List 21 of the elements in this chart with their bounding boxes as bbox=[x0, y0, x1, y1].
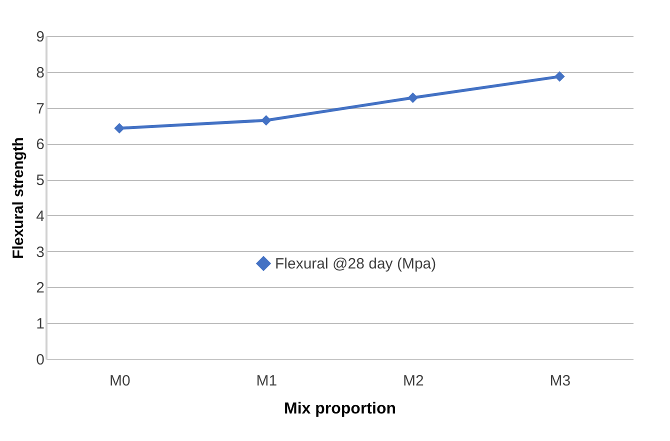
y-tick-label: 7 bbox=[36, 100, 44, 118]
point bbox=[114, 122, 125, 134]
y-tick-label: 8 bbox=[36, 64, 44, 82]
x-tick-label: M1 bbox=[256, 372, 278, 390]
y-tick-label: 6 bbox=[36, 136, 44, 154]
point bbox=[260, 115, 272, 126]
x-tick-label: M3 bbox=[550, 372, 571, 390]
point bbox=[408, 92, 418, 103]
y-axis-title: Flexural strength bbox=[10, 137, 28, 259]
y-tick-label: 1 bbox=[36, 316, 44, 333]
y-tick-label: 9 bbox=[36, 28, 44, 46]
y-tick-label: 2 bbox=[36, 280, 44, 297]
y-tick-label: 5 bbox=[36, 172, 44, 190]
legend-label: Flexural @28 day (Mpa) bbox=[275, 256, 436, 272]
y-tick-label: 0 bbox=[36, 352, 44, 368]
x-tick-label: M2 bbox=[402, 372, 424, 390]
y-tick-label: 4 bbox=[36, 208, 44, 225]
x-axis-title: Mix proportion bbox=[284, 400, 396, 418]
point bbox=[554, 71, 565, 82]
y-tick-label: 3 bbox=[36, 244, 44, 261]
x-tick-label: M0 bbox=[109, 372, 130, 390]
